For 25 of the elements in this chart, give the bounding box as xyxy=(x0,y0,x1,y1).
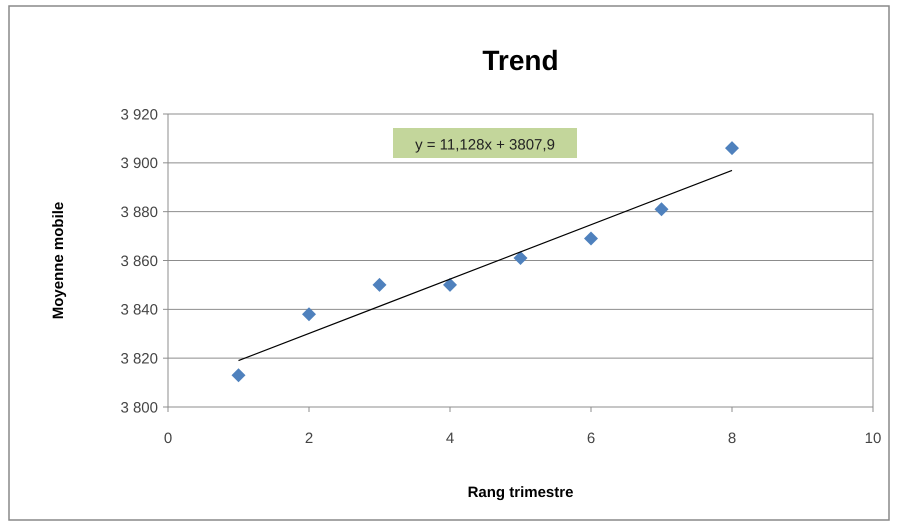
y-tick-label: 3 820 xyxy=(120,350,158,368)
x-tick-label: 10 xyxy=(864,430,882,447)
y-axis-title: Moyenne mobile xyxy=(50,202,67,320)
x-tick-label: 6 xyxy=(586,430,596,447)
chart-title: Trend xyxy=(482,45,559,76)
x-tick-label: 8 xyxy=(728,430,736,447)
point xyxy=(584,232,598,246)
x-tick-label: 2 xyxy=(304,430,314,447)
y-tick-label: 3 880 xyxy=(120,204,158,221)
y-tick-label: 3 900 xyxy=(120,155,158,172)
point xyxy=(232,368,246,382)
point xyxy=(514,251,528,266)
point xyxy=(725,141,739,156)
y-tick-label: 3 920 xyxy=(120,106,158,124)
x-axis-title: Rang trimestre xyxy=(468,484,574,501)
point xyxy=(302,307,316,322)
y-tick-label: 3 840 xyxy=(120,302,158,319)
x-tick-label: 0 xyxy=(164,430,172,447)
y-tick-label: 3 800 xyxy=(120,399,158,416)
point xyxy=(372,278,386,292)
annotation: y = 11,128x + 3807,9 xyxy=(415,136,555,154)
point xyxy=(443,278,457,292)
x-tick-label: 4 xyxy=(446,430,454,447)
point xyxy=(654,202,668,216)
y-tick-label: 3 860 xyxy=(120,252,158,270)
